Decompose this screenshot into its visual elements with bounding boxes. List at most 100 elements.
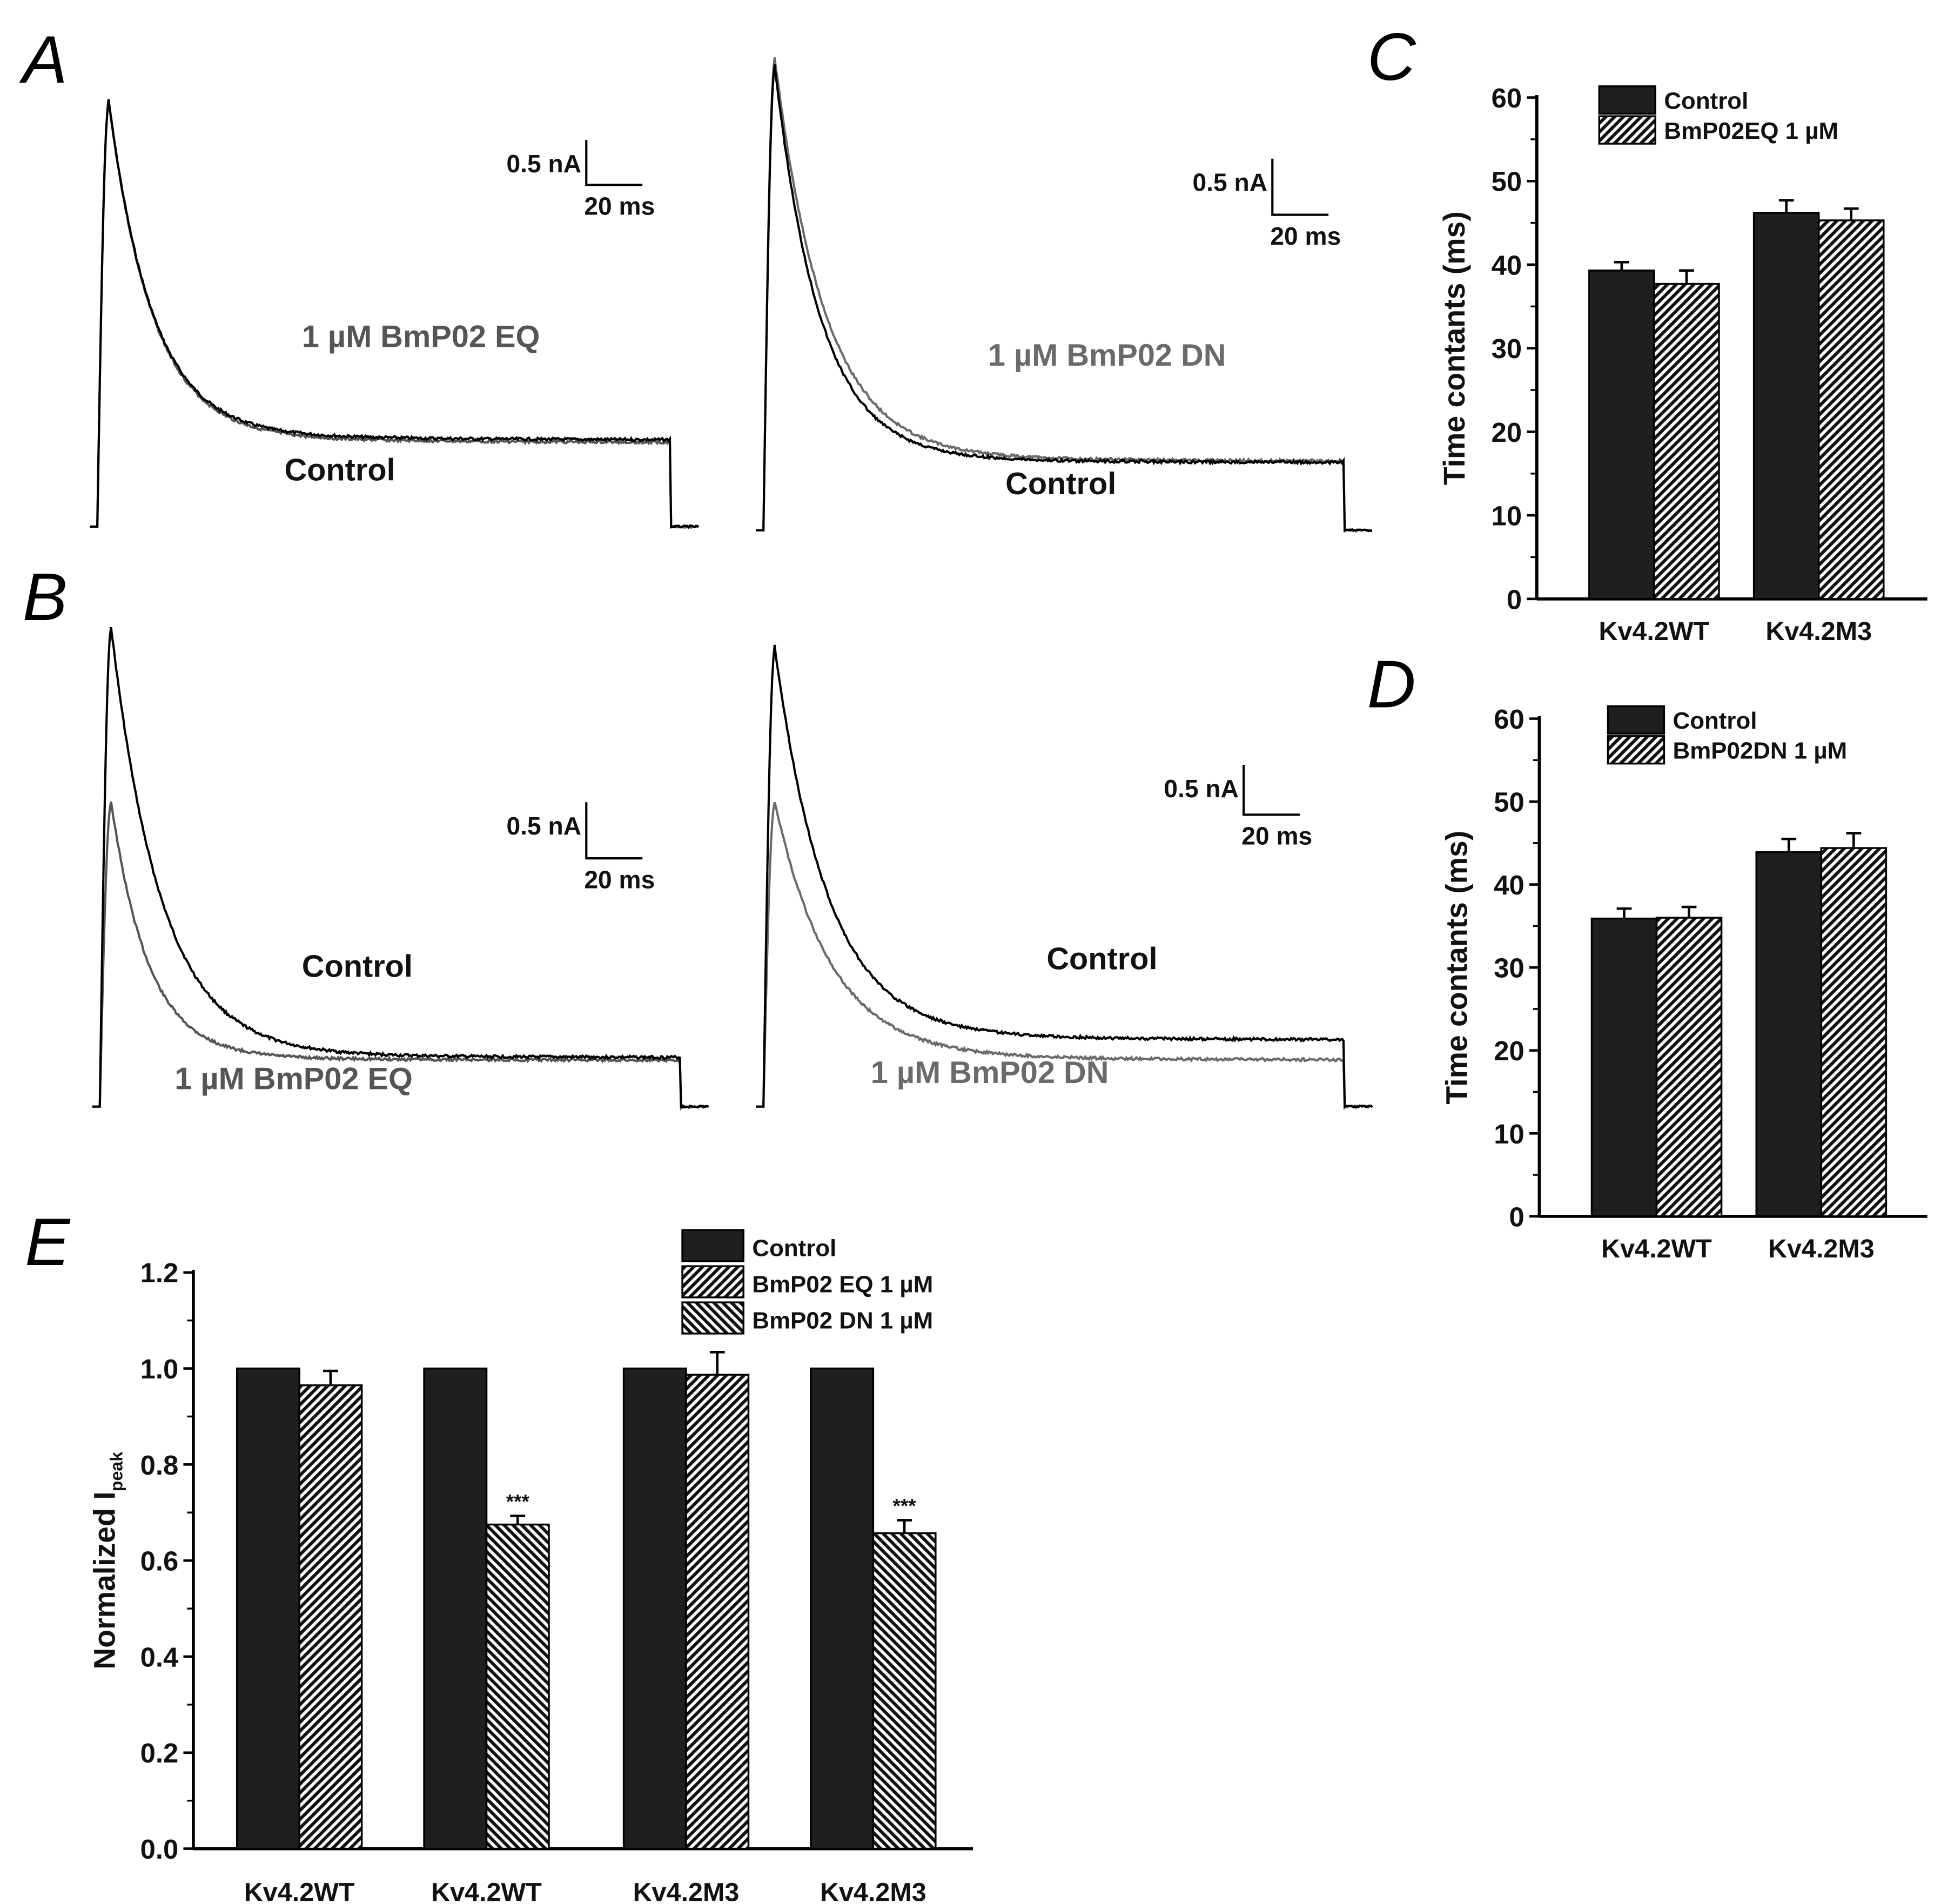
x-tick-label: Kv4.2WT	[1599, 617, 1710, 646]
trace-label-control: Control	[302, 949, 413, 984]
error-bar	[897, 1519, 912, 1533]
y-tick-label: 0.0	[140, 1834, 179, 1865]
y-tick-label: 20	[1492, 417, 1522, 448]
bar-treated	[1653, 282, 1720, 600]
scale-bar	[1242, 764, 1300, 816]
x-tick-label: Kv4.2M3	[820, 1878, 926, 1901]
error-bar	[1679, 269, 1694, 284]
legend-swatch	[681, 1229, 744, 1262]
trace-control	[756, 64, 1373, 533]
legend-label: BmP02 DN 1 µM	[752, 1308, 933, 1334]
x-tick-label: Kv4.2WT	[1601, 1234, 1712, 1263]
scale-bar	[585, 140, 643, 186]
panel-label-d: D	[1367, 647, 1416, 722]
bar-control	[1588, 270, 1655, 600]
error-bar	[1778, 199, 1794, 213]
legend-swatch	[1607, 705, 1665, 735]
error-bar	[323, 1369, 338, 1385]
trace-label-control: Control	[284, 453, 395, 487]
legend-swatch	[1607, 735, 1665, 765]
bar-eq	[298, 1384, 363, 1850]
trace-treated	[92, 801, 709, 1111]
legend-swatch	[681, 1301, 744, 1335]
bar-charts: 0 10 20 30 40 50 60 Time contants (ms) Kv4.2WT Kv…	[88, 83, 1927, 1904]
panel-label-c: C	[1367, 19, 1416, 95]
error-bar	[1846, 832, 1862, 849]
trace-control	[90, 99, 699, 529]
y-tick-label: 40	[1492, 250, 1522, 280]
y-tick-label: 40	[1494, 870, 1524, 900]
bar-control	[1590, 917, 1658, 1217]
y-tick-label: 60	[1494, 704, 1524, 735]
y-tick-label: 0.2	[140, 1738, 179, 1768]
error-bar	[1616, 907, 1632, 919]
y-tick-label: 0.8	[140, 1450, 179, 1481]
x-tick-label: Kv4.2M3	[1765, 617, 1872, 646]
legend-label: BmP02DN 1 µM	[1673, 737, 1848, 764]
error-bar	[709, 1351, 725, 1375]
significance-marker: ***	[893, 1495, 917, 1517]
y-tick-label: 50	[1494, 787, 1524, 818]
y-tick-label: 10	[1492, 501, 1522, 531]
bar-dn	[485, 1523, 550, 1850]
y-tick-label: 30	[1492, 333, 1522, 364]
y-tick-label: 1.2	[140, 1257, 179, 1288]
error-bar	[1781, 837, 1797, 852]
bar-treated	[1655, 917, 1723, 1217]
scale-current-label: 0.5 nA	[1164, 775, 1239, 803]
legend-label: Control	[1664, 88, 1748, 114]
scale-bar	[585, 802, 643, 860]
bar-control	[810, 1367, 875, 1850]
scale-bar	[1271, 158, 1329, 216]
trace-label-treated: 1 µM BmP02 DN	[988, 338, 1226, 373]
y-tick-label: 0.4	[140, 1641, 179, 1672]
scale-time-label: 20 ms	[584, 192, 655, 220]
legend-swatch	[1598, 115, 1656, 145]
x-tick-label: Kv4.2WT	[244, 1878, 355, 1901]
y-tick-label: 1.0	[140, 1354, 179, 1384]
legend-label: BmP02 EQ 1 µM	[752, 1271, 933, 1298]
bar-dn	[872, 1532, 937, 1850]
y-axis-label: Time contants (ms)	[1438, 211, 1471, 485]
scale-time-label: 20 ms	[1270, 222, 1341, 250]
scale-current-label: 0.5 nA	[506, 812, 581, 840]
trace-label-treated: 1 µM BmP02 EQ	[174, 1061, 413, 1096]
bar-control	[236, 1367, 300, 1850]
error-bar	[1843, 207, 1859, 220]
trace-label-treated: 1 µM BmP02 EQ	[302, 319, 540, 354]
y-tick-label: 0	[1509, 1201, 1524, 1232]
y-axis-label-main: Normalized I	[88, 1491, 121, 1669]
x-tick-label: Kv4.2M3	[1768, 1234, 1875, 1263]
panel-label-e: E	[25, 1205, 71, 1280]
trace-control	[92, 627, 709, 1109]
legend-swatch	[681, 1265, 744, 1299]
trace-label-control: Control	[1005, 467, 1116, 501]
bar-control	[622, 1367, 687, 1850]
bar-treated	[1817, 219, 1885, 600]
error-bar	[1614, 261, 1629, 271]
bar-eq	[685, 1374, 750, 1850]
y-tick-label: 60	[1492, 83, 1522, 113]
scale-time-label: 20 ms	[1241, 822, 1312, 850]
significance-marker: ***	[506, 1491, 530, 1513]
y-tick-label: 0	[1507, 584, 1522, 615]
y-tick-label: 30	[1494, 953, 1524, 984]
legend-label: Control	[752, 1235, 836, 1262]
bar-control	[423, 1367, 488, 1850]
panel-label-a: A	[19, 22, 68, 97]
bar-treated	[1820, 847, 1888, 1217]
trace-treated	[90, 99, 700, 530]
x-tick-label: Kv4.2M3	[633, 1878, 740, 1901]
y-tick-label: 20	[1494, 1035, 1524, 1066]
trace-label-treated: 1 µM BmP02 DN	[871, 1055, 1109, 1090]
panel-label-b: B	[23, 560, 68, 635]
error-bar	[510, 1515, 526, 1525]
y-axis-label: Time contants (ms)	[1440, 831, 1474, 1105]
x-tick-label: Kv4.2WT	[431, 1878, 542, 1901]
trace-control	[756, 644, 1373, 1109]
scale-current-label: 0.5 nA	[506, 150, 581, 178]
y-axis-label: Normalized Ipeak	[88, 1452, 126, 1670]
y-tick-label: 0.6	[140, 1546, 179, 1577]
